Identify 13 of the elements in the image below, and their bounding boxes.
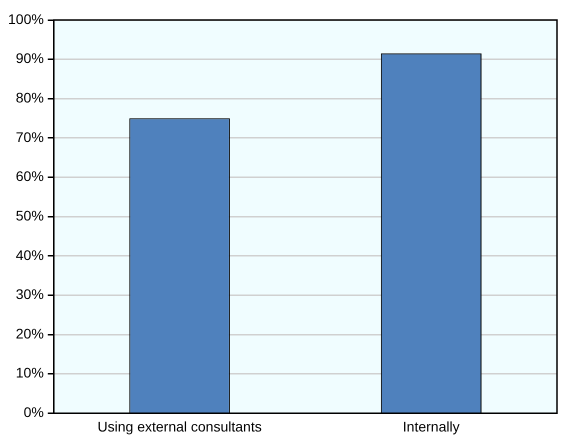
- x-tick-label: Using external consultants: [98, 418, 262, 434]
- y-tick-label: 40%: [16, 246, 44, 263]
- y-tick-label: 100%: [8, 10, 44, 27]
- y-tick-label: 50%: [16, 207, 44, 224]
- y-tick-label: 70%: [16, 128, 44, 145]
- x-tick-label: Internally: [402, 418, 460, 434]
- y-tick-label: 0%: [24, 404, 44, 420]
- y-tick-label: 20%: [16, 325, 44, 342]
- y-tick-label: 90%: [16, 50, 44, 66]
- y-tick-label: 60%: [16, 168, 44, 184]
- y-tick-label: 30%: [16, 286, 44, 302]
- y-tick-label: 80%: [16, 90, 44, 106]
- y-tick-label: 10%: [16, 364, 44, 381]
